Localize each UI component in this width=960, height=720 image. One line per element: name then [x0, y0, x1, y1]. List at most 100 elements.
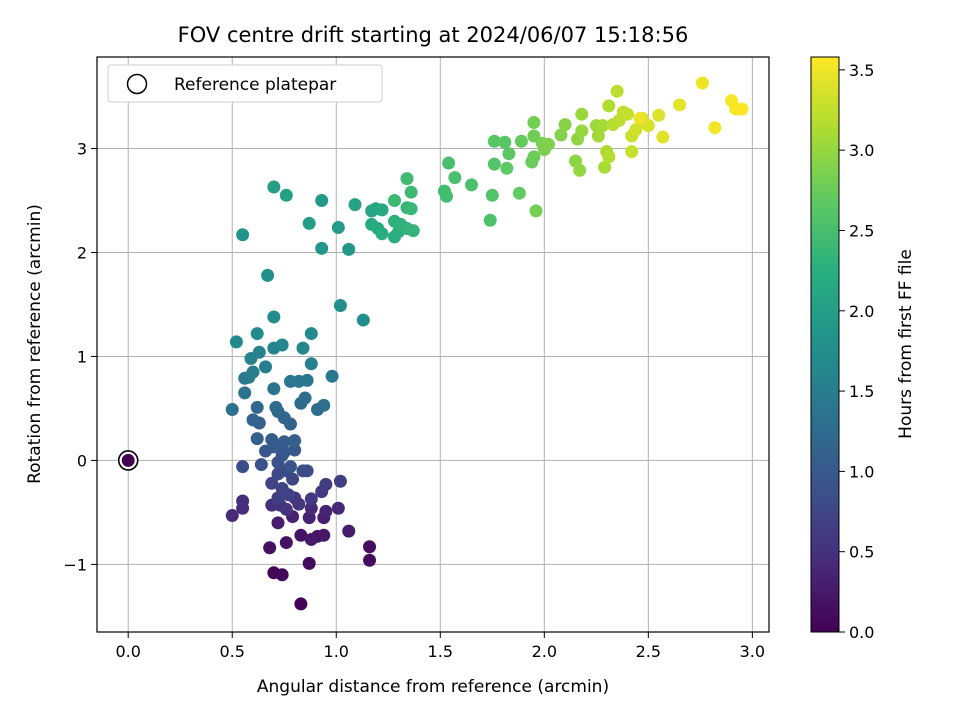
colorbar-tick-label: 1.0 [849, 462, 874, 481]
colorbar-tick-label: 2.0 [849, 302, 874, 321]
data-point [317, 528, 331, 542]
data-point [342, 242, 356, 256]
data-point [277, 435, 291, 449]
data-point [440, 189, 454, 203]
data-point [298, 391, 312, 405]
data-point [304, 327, 318, 341]
data-point [573, 163, 587, 177]
chart-title: FOV centre drift starting at 2024/06/07 … [178, 23, 689, 47]
data-point [236, 460, 250, 474]
data-point [541, 137, 555, 151]
data-point [238, 386, 252, 400]
data-point [250, 400, 264, 414]
data-point [621, 107, 635, 121]
data-point [319, 504, 333, 518]
data-point [652, 108, 666, 122]
data-point [304, 357, 318, 371]
colorbar-label: Hours from first FF file [896, 249, 916, 439]
data-point [246, 365, 260, 379]
data-point [265, 433, 279, 447]
data-point [267, 382, 281, 396]
data-point [487, 134, 501, 148]
data-point [404, 185, 418, 199]
data-point [464, 178, 478, 192]
data-point [575, 107, 589, 121]
data-point [269, 400, 283, 414]
data-point [304, 492, 318, 506]
data-point [229, 335, 243, 349]
data-point [261, 268, 275, 282]
data-point [300, 464, 314, 478]
legend-box [107, 64, 383, 103]
y-axis-label: Rotation from reference (arcmin) [25, 204, 45, 484]
data-point [527, 116, 541, 130]
data-point [442, 156, 456, 170]
data-point [400, 172, 414, 186]
data-point [596, 119, 610, 133]
legend: Reference platepar [107, 64, 383, 103]
data-point [225, 402, 239, 416]
data-point [250, 327, 264, 341]
data-point [602, 99, 616, 113]
data-point [294, 597, 308, 611]
data-point [527, 150, 541, 164]
data-point [288, 434, 302, 448]
data-point [363, 553, 377, 567]
data-point [388, 193, 402, 207]
grid-lines [97, 57, 769, 632]
data-point [275, 568, 289, 582]
data-point [375, 227, 389, 241]
x-tick-label: 1.0 [324, 642, 349, 661]
x-tick-label: 2.5 [636, 642, 661, 661]
data-point [296, 341, 310, 355]
data-point [558, 118, 572, 132]
x-axis-label: Angular distance from reference (arcmin) [257, 677, 609, 697]
data-point [325, 369, 339, 383]
y-ticks: −1 0 1 2 3 [63, 140, 97, 574]
data-point [673, 98, 687, 112]
data-point [252, 345, 266, 359]
y-tick-label: 0 [77, 451, 87, 470]
legend-entry-reference-platepar: Reference platepar [174, 75, 336, 95]
colorbar-tick-label: 3.5 [849, 61, 874, 80]
colorbar: 0.0 0.5 1.0 1.5 2.0 2.5 3.0 3.5 Hours from firs… [810, 56, 916, 642]
plot-frame [96, 56, 770, 633]
data-point [275, 338, 289, 352]
data-point [279, 502, 293, 516]
colorbar-ticks: 0.0 0.5 1.0 1.5 2.0 2.5 3.0 3.5 [839, 61, 874, 642]
data-point [271, 516, 285, 530]
data-point [263, 541, 277, 555]
data-point [598, 160, 612, 174]
data-point [602, 150, 616, 164]
data-point [625, 145, 639, 159]
x-ticks: 0.0 0.5 1.0 1.5 2.0 2.5 3.0 [115, 632, 765, 661]
colorbar-tick-label: 0.0 [849, 623, 874, 642]
x-tick-label: 3.0 [740, 642, 765, 661]
data-point [294, 528, 308, 542]
data-point [254, 458, 268, 472]
data-point [735, 102, 749, 116]
data-point [315, 241, 329, 255]
data-point [267, 180, 281, 194]
data-point [319, 477, 333, 491]
colorbar-tick-label: 1.5 [849, 382, 874, 401]
data-point [333, 474, 347, 488]
data-point [275, 482, 289, 496]
legend-marker-reference [126, 73, 148, 95]
data-point [259, 360, 273, 374]
data-point [529, 204, 543, 218]
x-tick-label: 0.5 [220, 642, 245, 661]
data-point [236, 494, 250, 508]
data-point [315, 193, 329, 207]
data-point [487, 157, 501, 171]
data-point [363, 540, 377, 554]
data-point [304, 532, 318, 546]
data-point [708, 121, 722, 135]
data-point [406, 224, 420, 238]
data-point [575, 124, 589, 138]
colorbar-gradient [810, 56, 840, 633]
data-point [333, 299, 347, 313]
data-point [554, 128, 568, 142]
data-point [375, 203, 389, 217]
data-point [500, 161, 514, 175]
